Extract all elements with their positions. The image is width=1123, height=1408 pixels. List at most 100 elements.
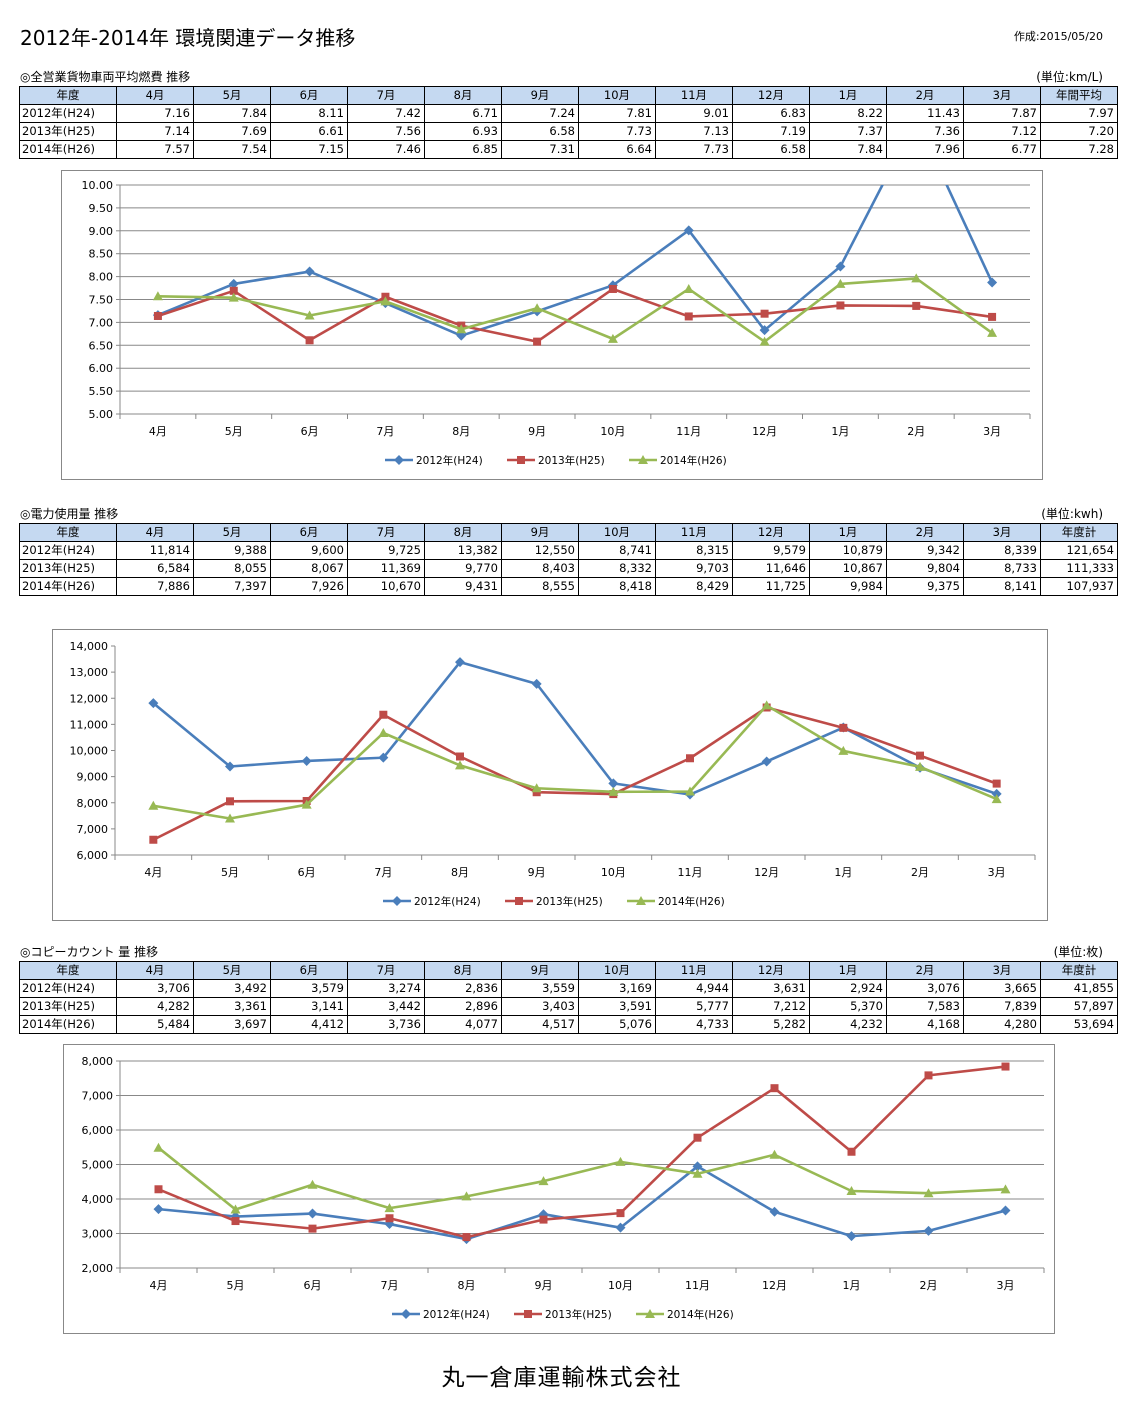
data-point [992, 779, 1001, 788]
header-cell-month: 4月 [116, 86, 194, 105]
value-cell: 10,879 [809, 541, 887, 560]
x-tick-label: 7月 [376, 425, 394, 438]
section-unit-power: (単位:kwh) [1041, 507, 1103, 521]
value-cell: 8.11 [270, 104, 348, 123]
value-cell: 9,431 [424, 577, 502, 596]
data-point [533, 337, 542, 346]
x-tick-label: 12月 [752, 425, 777, 438]
legend-item: 2014年(H26) [627, 895, 725, 908]
value-cell: 4,280 [963, 1015, 1041, 1034]
y-tick-label: 6.50 [89, 339, 114, 352]
x-tick-label: 9月 [535, 1279, 553, 1292]
x-tick-label: 11月 [678, 866, 703, 879]
value-cell: 9,388 [193, 541, 271, 560]
table-header-row: 年度 4月 5月 6月 7月 8月 9月 10月 11月 12月 1月 2月 3月 年度計 [19, 961, 1118, 980]
value-cell: 7.13 [655, 122, 733, 141]
value-cell: 6.64 [578, 140, 656, 159]
total-cell: 107,937 [1040, 577, 1118, 596]
data-point [987, 327, 998, 337]
value-cell: 9,579 [732, 541, 810, 560]
header-cell-year: 年度 [19, 961, 117, 980]
value-cell: 11,646 [732, 559, 810, 578]
value-cell: 4,517 [501, 1015, 579, 1034]
data-point [230, 1204, 241, 1214]
header-cell-month: 1月 [809, 961, 887, 980]
header-cell-month: 1月 [809, 86, 887, 105]
legend-item: 2012年(H24) [385, 454, 483, 467]
data-point [308, 1224, 317, 1233]
header-cell-month: 9月 [501, 961, 579, 980]
value-cell: 8,555 [501, 577, 579, 596]
data-point [225, 761, 235, 772]
value-cell: 3,665 [963, 979, 1041, 998]
data-point [608, 786, 619, 796]
value-cell: 3,076 [886, 979, 964, 998]
value-cell: 3,403 [501, 997, 579, 1016]
y-tick-label: 5.00 [89, 408, 114, 421]
data-point [228, 278, 239, 289]
data-point [301, 755, 312, 766]
value-cell: 9,725 [347, 541, 425, 560]
value-cell: 5,076 [578, 1015, 656, 1034]
row-label: 2013年(H25) [19, 997, 117, 1016]
value-cell: 8,055 [193, 559, 271, 578]
x-tick-label: 10月 [601, 866, 626, 879]
header-cell-month: 8月 [424, 523, 502, 542]
data-point [153, 1204, 164, 1215]
series-line [152, 660, 998, 796]
value-cell: 10,867 [809, 559, 887, 578]
y-tick-label: 10,000 [70, 745, 109, 758]
legend-label: 2013年(H25) [545, 1308, 612, 1321]
legend-item: 2013年(H25) [507, 454, 605, 467]
data-point [385, 1214, 394, 1223]
data-point [1001, 1062, 1010, 1071]
x-tick-label: 2月 [920, 1279, 938, 1292]
data-table-fuel: 年度 4月 5月 6月 7月 8月 9月 10月 11月 12月 1月 2月 3月 年間平均 2012年(H… [19, 86, 1118, 159]
y-tick-label: 4,000 [82, 1193, 114, 1206]
series-1 [154, 1062, 1010, 1242]
legend-marker [392, 896, 402, 906]
data-point [379, 710, 388, 719]
data-point [835, 261, 846, 272]
data-point [304, 266, 315, 277]
legend-item: 2014年(H26) [629, 454, 727, 467]
value-cell: 6.71 [424, 104, 502, 123]
value-cell: 7.56 [347, 122, 425, 141]
header-cell-month: 10月 [578, 961, 656, 980]
x-tick-label: 12月 [754, 866, 779, 879]
header-cell-total: 年間平均 [1040, 86, 1118, 105]
value-cell: 7.96 [886, 140, 964, 159]
series-2 [148, 700, 1002, 823]
y-tick-label: 8,000 [77, 797, 109, 810]
data-point [225, 813, 235, 823]
header-cell-month: 12月 [732, 961, 810, 980]
data-point [915, 761, 925, 771]
data-point [685, 786, 695, 796]
data-point [304, 310, 315, 320]
data-point [456, 752, 464, 761]
data-point [531, 678, 542, 689]
header-cell-month: 11月 [655, 523, 733, 542]
y-tick-label: 6.00 [89, 362, 114, 375]
x-tick-label: 1月 [843, 1279, 861, 1292]
header-cell-month: 5月 [193, 961, 271, 980]
value-cell: 7.19 [732, 122, 810, 141]
value-cell: 4,944 [655, 979, 733, 998]
y-tick-label: 2,000 [82, 1262, 114, 1275]
value-cell: 7.84 [809, 140, 887, 159]
legend-marker [517, 456, 525, 464]
data-point [769, 1206, 780, 1217]
value-cell: 6.58 [732, 140, 810, 159]
x-tick-label: 11月 [676, 425, 701, 438]
data-point [455, 657, 465, 668]
data-point [923, 1225, 934, 1236]
table-row: 2014年(H26) 7,886 7,397 7,926 10,670 9,431 8,55… [19, 577, 1118, 596]
value-cell: 4,077 [424, 1015, 502, 1034]
total-cell: 111,333 [1040, 559, 1118, 578]
legend-marker [645, 1309, 655, 1318]
data-point [539, 1215, 548, 1224]
y-tick-label: 7.50 [89, 294, 114, 307]
y-tick-label: 8.00 [89, 271, 114, 284]
data-point [456, 324, 467, 334]
value-cell: 5,282 [732, 1015, 810, 1034]
